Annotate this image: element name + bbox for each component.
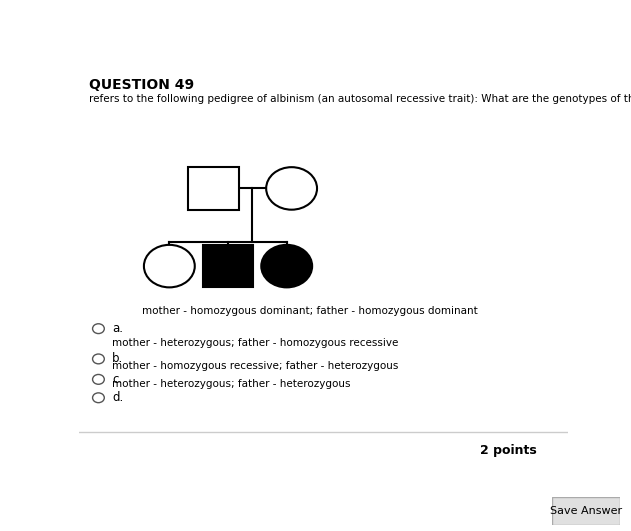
Text: Save Answer: Save Answer	[550, 506, 622, 516]
Circle shape	[93, 354, 104, 364]
Text: b.: b.	[112, 353, 124, 365]
Text: mother - heterozygous; father - heterozygous: mother - heterozygous; father - heterozy…	[112, 379, 351, 389]
FancyBboxPatch shape	[188, 167, 239, 210]
Text: c.: c.	[112, 373, 122, 386]
Circle shape	[144, 245, 195, 287]
Circle shape	[93, 324, 104, 333]
Text: d.: d.	[112, 391, 124, 404]
Circle shape	[93, 393, 104, 402]
Text: mother - heterozygous; father - homozygous recessive: mother - heterozygous; father - homozygo…	[112, 338, 399, 348]
Text: a.: a.	[112, 322, 123, 335]
FancyBboxPatch shape	[203, 245, 254, 287]
Text: 2 points: 2 points	[480, 443, 536, 457]
Circle shape	[93, 374, 104, 384]
FancyBboxPatch shape	[552, 497, 620, 525]
Circle shape	[261, 245, 312, 287]
Text: mother - homozygous dominant; father - homozygous dominant: mother - homozygous dominant; father - h…	[143, 306, 478, 316]
Text: mother - homozygous recessive; father - heterozygous: mother - homozygous recessive; father - …	[112, 361, 399, 371]
Text: refers to the following pedigree of albinism (an autosomal recessive trait): Wha: refers to the following pedigree of albi…	[88, 95, 631, 105]
Text: QUESTION 49: QUESTION 49	[88, 78, 194, 92]
Circle shape	[266, 167, 317, 210]
